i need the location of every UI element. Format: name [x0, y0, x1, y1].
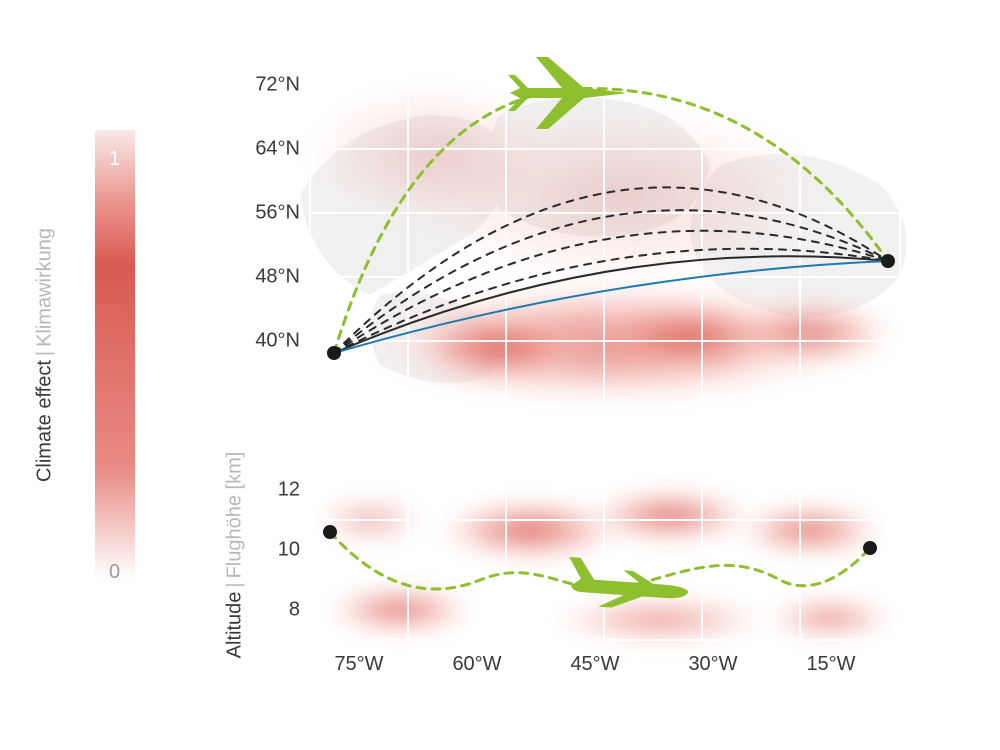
- longitude-tick: 45°W: [570, 653, 619, 676]
- latitude-tick: 56°N: [255, 202, 300, 225]
- label-separator: |: [224, 578, 246, 591]
- map-panel: 72°N64°N56°N48°N40°N: [310, 85, 900, 405]
- altitude-panel: 12108 75°W60°W45°W30°W15°W: [310, 470, 900, 640]
- colorbar-label-de: Klimawirkung: [34, 228, 56, 347]
- label-separator: |: [34, 347, 56, 360]
- colorbar-label: Climate effect|Klimawirkung: [34, 228, 57, 482]
- altitude-ytick: 10: [278, 539, 300, 562]
- altitude-ytick: 12: [278, 479, 300, 502]
- altitude-ylabel: Altitude|Flughöhe [km]: [224, 452, 247, 659]
- longitude-tick: 15°W: [806, 653, 855, 676]
- colorbar-label-en: Climate effect: [34, 360, 56, 482]
- map-svg: [310, 85, 900, 405]
- longitude-tick: 30°W: [688, 653, 737, 676]
- latitude-tick: 72°N: [255, 74, 300, 97]
- altitude-ylabel-en: Altitude: [224, 592, 246, 659]
- altitude-ylabel-unit: [km]: [224, 452, 246, 490]
- latitude-tick: 40°N: [255, 330, 300, 353]
- altitude-ytick: 8: [289, 599, 300, 622]
- colorbar-region: 1 0 Climate effect|Klimawirkung: [55, 130, 155, 580]
- latitude-tick: 48°N: [255, 266, 300, 289]
- altitude-svg: [310, 470, 900, 640]
- colorbar-tick-min: 0: [109, 561, 120, 584]
- altitude-ylabel-de: Flughöhe: [224, 495, 246, 578]
- longitude-tick: 60°W: [452, 653, 501, 676]
- map-heatfield: [290, 75, 900, 405]
- longitude-tick: 75°W: [334, 653, 383, 676]
- colorbar: [95, 130, 135, 580]
- colorbar-tick-max: 1: [109, 148, 120, 171]
- latitude-tick: 64°N: [255, 138, 300, 161]
